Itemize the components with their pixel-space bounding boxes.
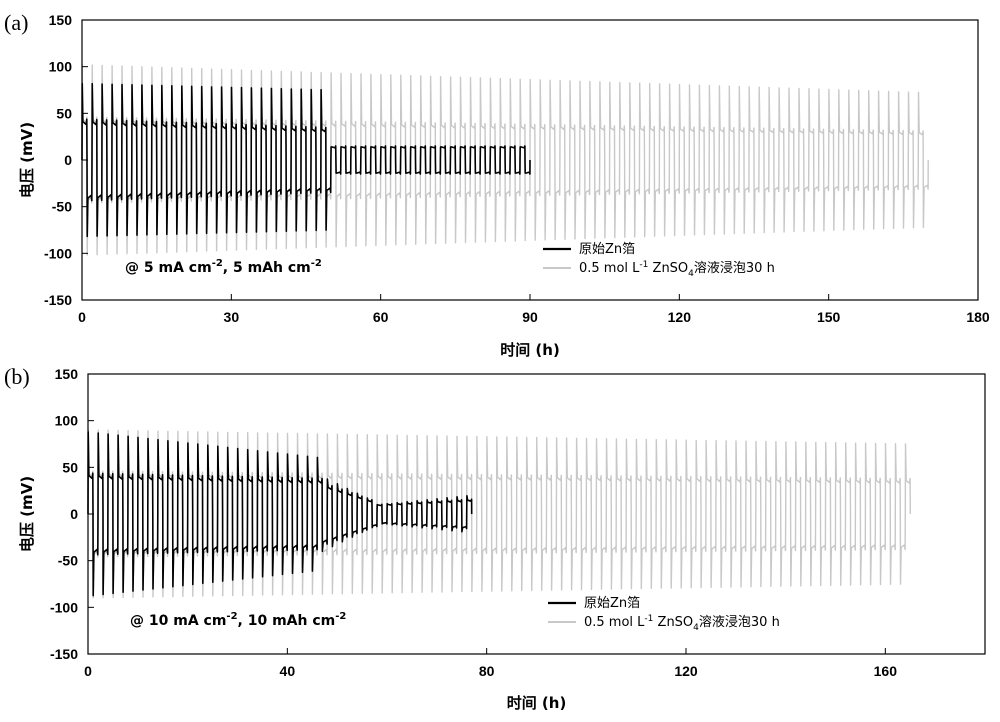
chart-panel-a: 150 100 50 0 -50 -100 -150 0 30 60 90 120 150 180 时间 (…	[4, 10, 990, 359]
legend-entry: 原始Zn箔	[579, 241, 635, 257]
y-tick-label: 150	[55, 366, 79, 382]
panel-label: (a)	[4, 10, 28, 35]
x-tick-label: 90	[522, 309, 538, 325]
x-tick-label: 30	[224, 309, 240, 325]
x-tick-label: 180	[966, 309, 990, 325]
x-tick-label: 80	[479, 663, 495, 679]
x-tick-label: 120	[668, 309, 692, 325]
series-line-pristine-zn	[81, 82, 531, 238]
x-tick-label: 150	[817, 309, 841, 325]
chart-panel-b: 150 100 50 0 -50 -100 -150 0 40 80 120 160 时间 (h) 电压 …	[4, 364, 986, 712]
condition-annotation: @ 5 mA cm-2, 5 mAh cm-2	[125, 258, 322, 276]
legend-entry: 原始Zn箔	[584, 595, 640, 611]
x-tick-label: 40	[280, 663, 296, 679]
x-tick-label: 60	[373, 309, 389, 325]
y-tick-label: -100	[50, 599, 78, 615]
y-tick-label: -150	[44, 292, 72, 308]
y-tick-label: 50	[62, 459, 78, 475]
series-line-znso4-soaked	[87, 429, 911, 599]
y-tick-label: 100	[55, 413, 79, 429]
y-tick-label: -50	[58, 553, 78, 569]
x-axis-title: 时间 (h)	[507, 694, 567, 712]
y-tick-label: 100	[49, 59, 73, 75]
legend-entry: 0.5 mol L-1 ZnSO4溶液浸泡30 h	[584, 614, 780, 633]
y-axis-title: 电压 (mV)	[18, 122, 36, 198]
x-axis-title: 时间 (h)	[500, 341, 560, 359]
y-tick-label: -50	[52, 199, 72, 215]
y-tick-label: 50	[56, 105, 72, 121]
legend: 原始Zn箔 0.5 mol L-1 ZnSO4溶液浸泡30 h	[548, 595, 780, 633]
panel-label: (b)	[4, 364, 30, 389]
x-tick-label: 120	[674, 663, 698, 679]
y-tick-label: 150	[49, 12, 73, 28]
y-tick-label: 0	[64, 152, 72, 168]
x-tick-label: 160	[874, 663, 898, 679]
condition-annotation: @ 10 mA cm-2, 10 mAh cm-2	[130, 611, 346, 629]
x-tick-label: 0	[78, 309, 86, 325]
legend: 原始Zn箔 0.5 mol L-1 ZnSO4溶液浸泡30 h	[543, 241, 775, 279]
series-line-pristine-zn	[87, 431, 473, 597]
y-tick-label: -100	[44, 245, 72, 261]
x-tick-label: 0	[84, 663, 92, 679]
y-tick-label: 0	[70, 506, 78, 522]
legend-entry: 0.5 mol L-1 ZnSO4溶液浸泡30 h	[579, 260, 775, 279]
y-tick-label: -150	[50, 646, 78, 662]
y-axis-title: 电压 (mV)	[18, 476, 36, 552]
